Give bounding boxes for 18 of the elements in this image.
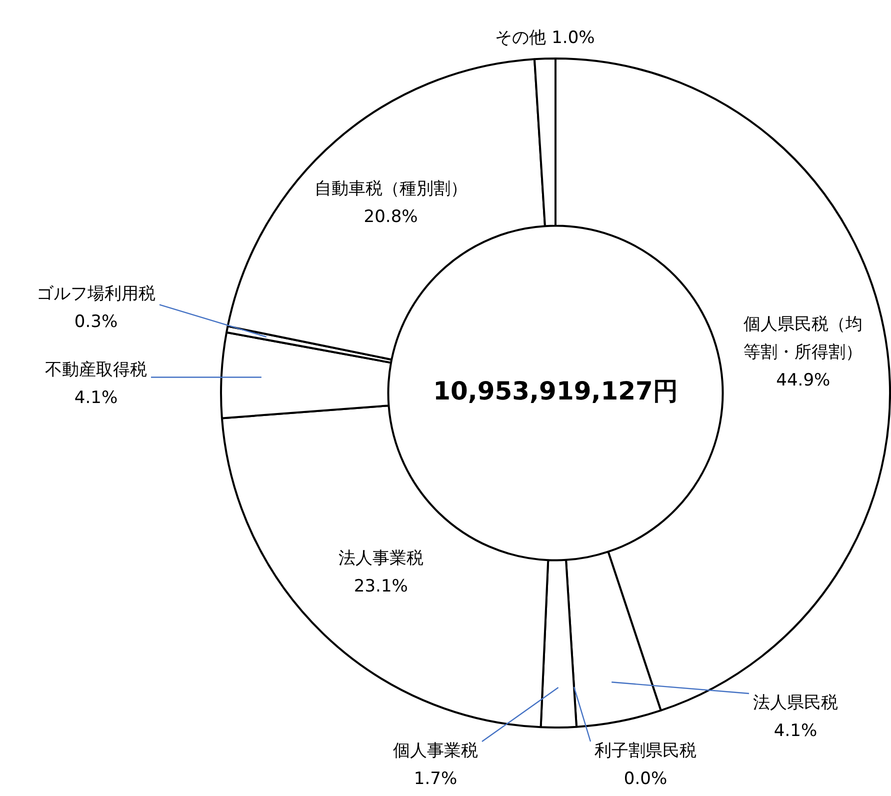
data-label: 23.1% (354, 576, 408, 597)
category-label: 利子割県民税 (594, 740, 696, 761)
slice-label: 自動車税（種別割） (314, 179, 468, 200)
data-label: 1.7% (414, 768, 458, 789)
data-label: 0.3% (74, 312, 118, 332)
data-label: 4.1% (74, 388, 118, 408)
data-label: 44.9% (776, 370, 830, 390)
slice-label: 不動産取得税 (45, 360, 147, 380)
text: 10,953,919,127円 (433, 376, 678, 406)
slice-label: 個人県民税（均等割・所得割） (744, 314, 863, 362)
text: 0.0% (624, 768, 668, 789)
slice-label: 個人事業税 (393, 740, 478, 761)
slice-label: その他 1.0% (495, 28, 595, 48)
data-label: 20.8% (364, 207, 418, 228)
data-label: 4.1% (774, 720, 818, 741)
slice-label: 法人事業税 (338, 548, 424, 569)
slice-label: ゴルフ場利用税 (36, 284, 156, 304)
slice-label: 法人県民税 (753, 692, 838, 713)
